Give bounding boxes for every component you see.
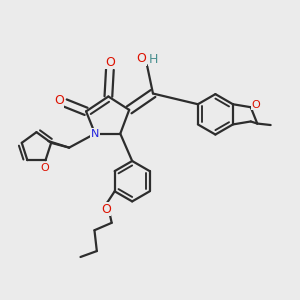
Text: O: O — [106, 56, 116, 69]
Text: O: O — [54, 94, 64, 107]
Text: N: N — [91, 129, 99, 139]
Text: H: H — [149, 53, 158, 66]
Text: O: O — [40, 163, 49, 172]
Text: O: O — [101, 202, 111, 216]
Text: O: O — [137, 52, 147, 65]
Text: O: O — [252, 100, 260, 110]
